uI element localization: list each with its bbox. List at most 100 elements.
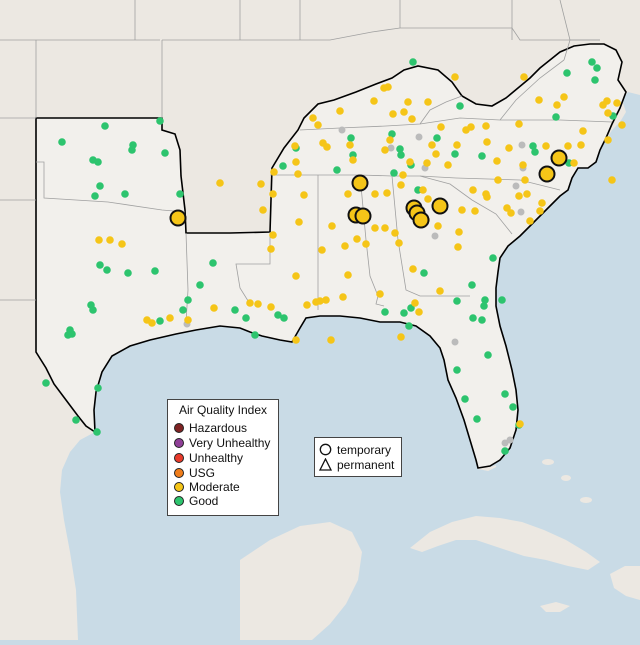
moderate-station-marker[interactable] [267, 245, 275, 253]
moderate-station-marker[interactable] [270, 168, 278, 176]
good-station-marker[interactable] [121, 190, 129, 198]
moderate-station-marker[interactable] [314, 121, 322, 129]
good-station-marker[interactable] [209, 259, 217, 267]
moderate-station-marker[interactable] [384, 83, 392, 91]
moderate-station-marker[interactable] [408, 115, 416, 123]
good-station-marker[interactable] [420, 269, 428, 277]
good-station-marker[interactable] [128, 146, 136, 154]
moderate-station-marker[interactable] [316, 297, 324, 305]
good-station-marker[interactable] [498, 296, 506, 304]
moderate-station-marker[interactable] [415, 308, 423, 316]
good-station-marker[interactable] [593, 64, 601, 72]
good-station-marker[interactable] [381, 308, 389, 316]
moderate-station-marker[interactable] [319, 139, 327, 147]
moderate-station-marker[interactable] [259, 206, 267, 214]
moderate-station-marker[interactable] [521, 176, 529, 184]
gray-station-marker[interactable] [517, 208, 525, 216]
moderate-station-marker[interactable] [386, 136, 394, 144]
moderate-station-marker[interactable] [535, 96, 543, 104]
moderate-station-marker[interactable] [371, 190, 379, 198]
moderate-station-marker[interactable] [210, 304, 218, 312]
good-station-marker[interactable] [531, 148, 539, 156]
moderate-station-marker[interactable] [423, 159, 431, 167]
good-station-marker[interactable] [484, 351, 492, 359]
good-station-marker[interactable] [396, 145, 404, 153]
good-station-marker[interactable] [103, 266, 111, 274]
moderate-station-marker[interactable] [328, 222, 336, 230]
moderate-station-marker[interactable] [437, 123, 445, 131]
moderate-station-marker[interactable] [428, 141, 436, 149]
moderate-station-marker[interactable] [371, 224, 379, 232]
moderate-station-marker[interactable] [257, 180, 265, 188]
moderate-station-marker[interactable] [336, 107, 344, 115]
moderate-station-marker[interactable] [453, 141, 461, 149]
good-station-marker[interactable] [453, 297, 461, 305]
moderate-station-marker[interactable] [409, 265, 417, 273]
moderate-station-marker[interactable] [397, 333, 405, 341]
good-station-marker[interactable] [433, 134, 441, 142]
moderate-station-marker[interactable] [344, 190, 352, 198]
good-station-marker[interactable] [280, 314, 288, 322]
moderate-station-marker[interactable] [397, 181, 405, 189]
moderate-station-marker[interactable] [432, 150, 440, 158]
moderate-temporary-station-marker[interactable] [354, 207, 372, 225]
moderate-station-marker[interactable] [341, 242, 349, 250]
good-station-marker[interactable] [274, 311, 282, 319]
good-station-marker[interactable] [89, 306, 97, 314]
good-station-marker[interactable] [64, 331, 72, 339]
moderate-temporary-station-marker[interactable] [169, 209, 187, 227]
moderate-station-marker[interactable] [295, 218, 303, 226]
good-station-marker[interactable] [72, 416, 80, 424]
moderate-station-marker[interactable] [389, 110, 397, 118]
good-station-marker[interactable] [480, 302, 488, 310]
moderate-temporary-station-marker[interactable] [538, 165, 556, 183]
moderate-station-marker[interactable] [291, 142, 299, 150]
good-station-marker[interactable] [156, 317, 164, 325]
moderate-station-marker[interactable] [505, 144, 513, 152]
good-station-marker[interactable] [405, 322, 413, 330]
good-station-marker[interactable] [151, 267, 159, 275]
moderate-station-marker[interactable] [362, 240, 370, 248]
moderate-station-marker[interactable] [523, 190, 531, 198]
good-station-marker[interactable] [591, 76, 599, 84]
good-station-marker[interactable] [176, 190, 184, 198]
moderate-station-marker[interactable] [303, 301, 311, 309]
good-station-marker[interactable] [478, 152, 486, 160]
moderate-station-marker[interactable] [454, 243, 462, 251]
moderate-station-marker[interactable] [482, 122, 490, 130]
moderate-station-marker[interactable] [419, 186, 427, 194]
moderate-station-marker[interactable] [353, 235, 361, 243]
good-station-marker[interactable] [390, 169, 398, 177]
good-station-marker[interactable] [509, 403, 517, 411]
good-station-marker[interactable] [451, 150, 459, 158]
moderate-station-marker[interactable] [436, 287, 444, 295]
good-station-marker[interactable] [101, 122, 109, 130]
good-station-marker[interactable] [473, 415, 481, 423]
good-station-marker[interactable] [94, 158, 102, 166]
good-station-marker[interactable] [94, 384, 102, 392]
moderate-station-marker[interactable] [434, 222, 442, 230]
gray-station-marker[interactable] [512, 182, 520, 190]
moderate-station-marker[interactable] [346, 141, 354, 149]
good-station-marker[interactable] [481, 296, 489, 304]
moderate-station-marker[interactable] [381, 224, 389, 232]
moderate-station-marker[interactable] [608, 176, 616, 184]
good-station-marker[interactable] [242, 314, 250, 322]
moderate-station-marker[interactable] [458, 206, 466, 214]
moderate-station-marker[interactable] [166, 314, 174, 322]
good-station-marker[interactable] [563, 69, 571, 77]
good-station-marker[interactable] [489, 254, 497, 262]
good-station-marker[interactable] [461, 395, 469, 403]
moderate-station-marker[interactable] [515, 192, 523, 200]
good-station-marker[interactable] [529, 142, 537, 150]
moderate-station-marker[interactable] [494, 176, 502, 184]
good-station-marker[interactable] [91, 192, 99, 200]
good-station-marker[interactable] [42, 379, 50, 387]
moderate-station-marker[interactable] [327, 336, 335, 344]
moderate-station-marker[interactable] [383, 189, 391, 197]
good-station-marker[interactable] [196, 281, 204, 289]
gray-station-marker[interactable] [518, 141, 526, 149]
moderate-station-marker[interactable] [451, 73, 459, 81]
moderate-station-marker[interactable] [411, 299, 419, 307]
moderate-station-marker[interactable] [469, 186, 477, 194]
